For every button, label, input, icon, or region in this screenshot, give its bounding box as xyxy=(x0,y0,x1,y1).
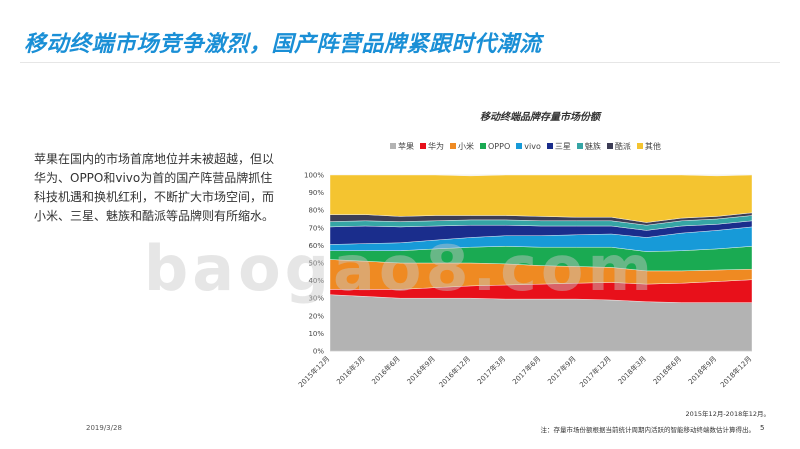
x-tick-label: 2017年12月 xyxy=(578,354,613,389)
legend-swatch xyxy=(390,143,396,149)
body-text: 苹果在国内的市场首席地位并未被超越，但以华为、OPPO和vivo为首的国产阵营品… xyxy=(34,152,275,223)
page-number: 5 xyxy=(760,424,765,432)
legend-label: 酷派 xyxy=(614,141,631,151)
legend-swatch xyxy=(420,143,426,149)
x-tick-label: 2017年3月 xyxy=(475,354,507,386)
title-divider xyxy=(20,62,780,63)
y-tick-label: 0% xyxy=(313,348,324,356)
y-tick-label: 90% xyxy=(308,189,324,197)
legend-item: 其他 xyxy=(636,141,661,152)
x-tick-label: 2015年12月 xyxy=(296,354,331,389)
legend-label: OPPO xyxy=(488,141,511,151)
x-tick-label: 2016年3月 xyxy=(335,354,367,386)
legend-swatch xyxy=(516,143,523,149)
legend-item: 魅族 xyxy=(576,141,601,152)
legend-label: 魅族 xyxy=(584,141,601,151)
y-tick-label: 10% xyxy=(308,330,324,338)
y-tick-label: 100% xyxy=(304,172,324,180)
x-tick-label: 2018年6月 xyxy=(651,354,683,386)
x-tick-label: 2018年3月 xyxy=(616,354,648,386)
chart-legend: 苹果 华为 小米 OPPO vivo 三星 魅族 酷派 其他 xyxy=(390,139,720,153)
x-tick-label: 2017年6月 xyxy=(510,354,542,386)
x-tick-label: 2016年9月 xyxy=(405,354,437,386)
legend-swatch xyxy=(480,143,486,149)
legend-item: 小米 xyxy=(450,141,474,152)
legend-swatch xyxy=(576,143,583,149)
y-tick-label: 80% xyxy=(308,207,324,215)
chart-title: 移动终端品牌存量市场份额 xyxy=(480,112,600,123)
x-tick-label: 2016年12月 xyxy=(437,354,472,389)
legend-label: 三星 xyxy=(554,141,571,151)
x-tick-label: 2018年12月 xyxy=(718,354,753,389)
legend-swatch xyxy=(546,143,553,149)
legend-swatch xyxy=(450,143,456,149)
legend-label: 其他 xyxy=(644,141,661,151)
y-tick-label: 60% xyxy=(308,242,324,250)
x-tick-label: 2017年9月 xyxy=(546,354,578,386)
legend-item: 三星 xyxy=(546,141,571,152)
footer-date: 2019/3/28 xyxy=(86,424,122,432)
x-tick-label: 2018年9月 xyxy=(686,354,718,386)
date-range: 2015年12月-2018年12月。 xyxy=(685,410,770,418)
area-series-1 xyxy=(329,294,753,352)
y-tick-label: 70% xyxy=(308,224,324,232)
y-tick-label: 30% xyxy=(308,295,324,303)
y-tick-label: 40% xyxy=(308,277,324,285)
legend-item: vivo xyxy=(516,142,541,151)
legend-swatch xyxy=(636,143,643,149)
slide-title: 移动终端市场竞争激烈，国产阵营品牌紧跟时代潮流 xyxy=(24,32,542,57)
legend-label: 华为 xyxy=(428,141,444,151)
x-tick-label: 2016年6月 xyxy=(370,354,402,386)
area-series-9 xyxy=(329,174,753,223)
legend-label: 苹果 xyxy=(398,141,414,151)
legend-item: 苹果 xyxy=(390,141,414,152)
y-tick-label: 20% xyxy=(308,312,324,320)
legend-item: OPPO xyxy=(480,142,510,151)
legend-item: 华为 xyxy=(420,141,444,152)
source-note: 注：存量市场份额根据当前统计周期内活跃的智能移动终端数估计算得出。 xyxy=(540,426,756,434)
legend-label: 小米 xyxy=(458,141,474,151)
legend-swatch xyxy=(606,143,613,149)
y-tick-label: 50% xyxy=(308,260,324,268)
legend-label: vivo xyxy=(524,141,541,151)
legend-item: 酷派 xyxy=(606,141,631,152)
